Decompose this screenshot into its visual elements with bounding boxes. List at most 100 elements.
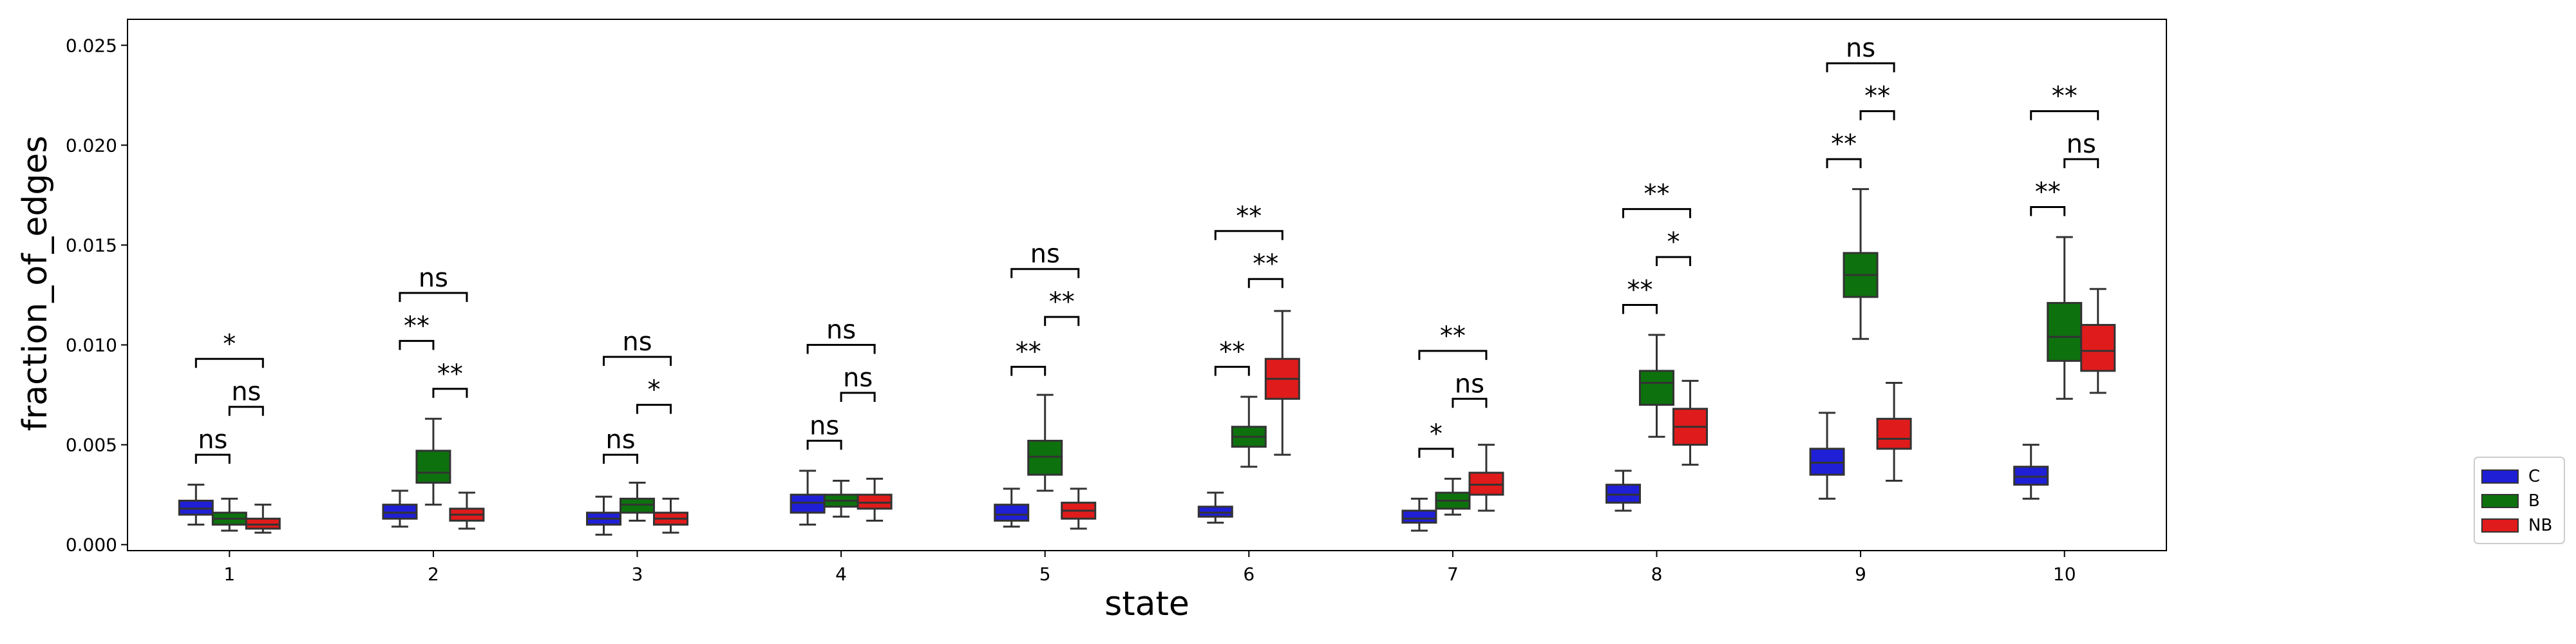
significance-label: ns (826, 316, 856, 345)
box-NB-state-4 (857, 477, 893, 522)
box-C-state-2 (382, 489, 418, 528)
x-tick-label: 6 (1243, 564, 1255, 585)
bracket-line (1418, 350, 1488, 360)
significance-label: ns (198, 425, 227, 455)
box-body (2047, 301, 2083, 362)
x-tick-label: 7 (1447, 564, 1459, 585)
significance-label: * (1667, 227, 1680, 257)
significance-bracket: ** (1418, 321, 1488, 360)
bracket-line (2063, 158, 2099, 169)
significance-label: ** (2035, 178, 2061, 207)
x-tick-label: 3 (632, 564, 643, 585)
legend: CB NB (2474, 457, 2565, 544)
bracket-line (1418, 448, 1454, 458)
significance-label: ** (1049, 287, 1075, 317)
significance-label: ns (419, 263, 448, 293)
significance-bracket: ns (194, 425, 231, 464)
legend-swatch-NB (2481, 518, 2519, 533)
box-body (2080, 324, 2116, 372)
significance-label: ns (810, 411, 839, 440)
box-NB-state-3 (653, 497, 688, 534)
significance-label: ** (1253, 249, 1278, 279)
y-tick-label: 0.020 (66, 135, 117, 156)
significance-annotations: nsns*****nsns*nsnsnsns****ns*******ns***… (194, 33, 2099, 464)
significance-label: ns (1030, 240, 1060, 269)
bracket-line (1214, 230, 1283, 240)
significance-bracket: ** (1622, 180, 1691, 218)
significance-label: ** (2052, 82, 2078, 111)
x-tick-label: 8 (1651, 564, 1663, 585)
significance-bracket: ns (806, 316, 876, 354)
significance-bracket: ns (1826, 33, 1895, 73)
significance-label: ns (1455, 369, 1484, 399)
significance-bracket: ** (1044, 287, 1080, 327)
bracket-line (806, 439, 842, 450)
significance-bracket: ** (432, 359, 468, 398)
significance-bracket: ns (1010, 240, 1080, 278)
box-B-state-7 (1435, 477, 1471, 516)
box-C-state-10 (2013, 444, 2049, 500)
bracket-line (806, 344, 876, 354)
y-tick-label: 0.015 (66, 234, 117, 256)
bracket-line (2030, 206, 2066, 216)
bracket-line (1826, 158, 1862, 169)
box-B-state-2 (415, 417, 451, 506)
box-B-state-8 (1639, 334, 1674, 438)
significance-label: ** (1644, 180, 1670, 209)
bracket-line (1010, 268, 1080, 278)
x-tick-label: 2 (428, 564, 439, 585)
y-axis-label: fraction_of_edges (16, 136, 55, 431)
box-body (1876, 417, 1912, 450)
legend-swatch-C (2481, 469, 2519, 484)
significance-label: ** (404, 311, 430, 341)
significance-label: ns (231, 377, 261, 407)
box-body (790, 493, 826, 514)
x-axis-label: state (1104, 585, 1189, 623)
legend-label-NB: NB (2528, 516, 2552, 535)
x-tick-label: 5 (1039, 564, 1051, 585)
box-body (415, 450, 451, 484)
significance-label: ns (843, 363, 873, 393)
bracket-line (1010, 366, 1046, 376)
box-NB-state-7 (1468, 444, 1504, 512)
significance-bracket: ** (1214, 337, 1250, 376)
box-C-state-3 (586, 495, 621, 536)
significance-bracket: ns (603, 327, 672, 366)
bracket-line (1859, 110, 1895, 120)
box-body (178, 499, 214, 516)
x-tick-label: 4 (835, 564, 847, 585)
bracket-line (2030, 110, 2099, 120)
box-C-state-4 (790, 469, 826, 526)
bracket-line (603, 453, 638, 464)
x-tick-label: 9 (1855, 564, 1866, 585)
significance-label: ns (622, 327, 652, 357)
bracket-line (194, 357, 264, 368)
box-NB-state-6 (1264, 310, 1300, 456)
box-body (1639, 370, 1674, 406)
significance-bracket: ** (2030, 178, 2066, 216)
bracket-line (1622, 304, 1658, 314)
box-body (620, 497, 655, 514)
axis-ticks: 0.000 0.005 0.010 0.015 0.020 0.025 1 2 3 4 5 6 7 8 9 1… (66, 35, 2076, 585)
significance-bracket: * (194, 329, 264, 368)
bracket-line (636, 404, 672, 414)
significance-label: ** (1864, 82, 1890, 111)
significance-bracket: ** (1826, 129, 1862, 169)
significance-bracket: ns (399, 263, 468, 302)
box-body (382, 504, 418, 520)
box-body (2013, 466, 2049, 486)
bracket-line (840, 392, 876, 402)
box-B-state-10 (2047, 236, 2083, 400)
bracket-line (1214, 366, 1250, 376)
bracket-line (603, 355, 672, 366)
significance-label: ** (1219, 337, 1245, 367)
box-C-state-7 (1401, 497, 1437, 532)
significance-bracket: ** (399, 311, 435, 350)
box-body (1809, 448, 1845, 476)
box-series (178, 188, 2116, 536)
bracket-line (228, 406, 264, 416)
y-tick-label: 0.000 (66, 535, 117, 556)
y-tick-label: 0.025 (66, 35, 117, 56)
box-B-state-4 (823, 479, 859, 518)
